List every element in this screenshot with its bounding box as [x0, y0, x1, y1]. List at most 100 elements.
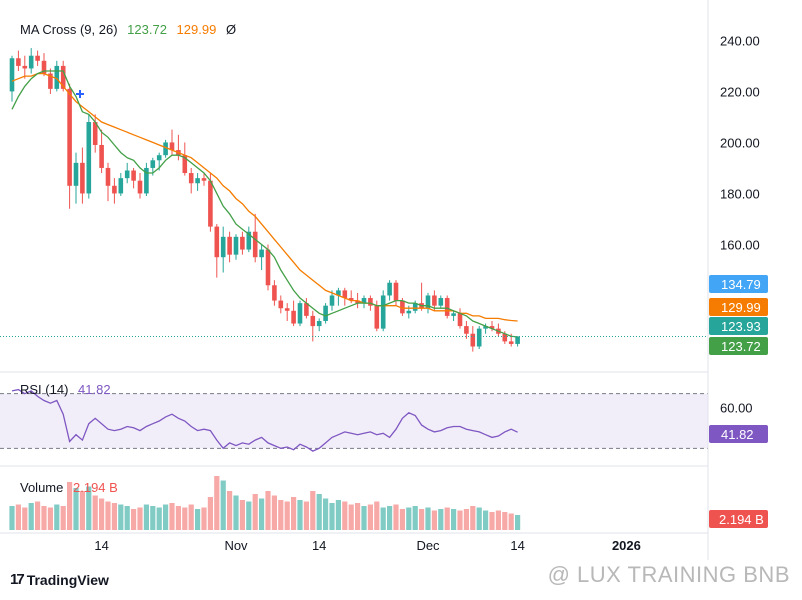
time-tick-label: Dec: [416, 538, 440, 553]
volume-bar: [15, 504, 21, 530]
volume-bar: [284, 501, 290, 530]
candle-body: [316, 320, 322, 327]
price-tick-label: 240.00: [720, 33, 760, 48]
rsi-legend[interactable]: RSI (14) 41.82: [20, 382, 117, 397]
volume-bar: [195, 509, 201, 530]
candle-body: [278, 300, 284, 309]
volume-pane: [9, 476, 521, 530]
candle-body: [310, 315, 316, 327]
rsi-label: RSI (14): [20, 382, 69, 397]
candle-body: [54, 65, 60, 89]
rsi-value-tag: [709, 425, 768, 443]
candle-body: [304, 303, 309, 316]
candle-body: [137, 180, 143, 194]
candle-body: [240, 236, 245, 250]
volume-bar: [425, 507, 431, 530]
volume-bar: [60, 506, 66, 530]
volume-bar: [431, 510, 437, 530]
volume-bar: [265, 491, 271, 530]
tradingview-logo-icon: 17: [10, 571, 25, 588]
volume-bar: [271, 495, 277, 530]
candle-body: [41, 60, 47, 74]
ma-cross-legend[interactable]: MA Cross (9, 26) 123.72 129.99 Ø: [20, 22, 242, 37]
volume-bar: [111, 503, 117, 530]
volume-value-tag: [709, 510, 768, 528]
volume-bar: [143, 504, 149, 530]
candle-body: [195, 178, 200, 184]
volume-bar: [303, 501, 309, 530]
volume-bar: [28, 503, 34, 530]
volume-bar: [9, 506, 15, 530]
volume-bar: [137, 507, 143, 530]
candle-body: [214, 226, 220, 258]
volume-bar: [124, 506, 130, 530]
volume-bar: [502, 512, 508, 530]
candle-body: [220, 236, 226, 258]
candle-body: [323, 305, 328, 321]
candle-body: [201, 178, 207, 181]
volume-bar: [380, 507, 386, 530]
volume-bar: [246, 501, 252, 530]
time-tick-label: 14: [510, 538, 524, 553]
rsi-line: [11, 388, 518, 452]
volume-bar: [399, 509, 405, 530]
price-tick-label: 160.00: [720, 237, 760, 252]
volume-bar: [22, 507, 28, 530]
candle-body: [60, 65, 66, 89]
volume-bar: [227, 491, 233, 530]
volume-bar: [214, 476, 220, 530]
candle-body: [412, 303, 418, 311]
candle-body: [246, 231, 252, 250]
candle-body: [489, 326, 495, 329]
volume-bar: [508, 513, 514, 530]
tradingview-brand[interactable]: 17 TradingView: [10, 571, 109, 588]
ma-fast-value: 123.72: [127, 22, 167, 37]
candle-body: [92, 122, 98, 145]
time-tick-label: 14: [312, 538, 326, 553]
candle-body: [252, 231, 258, 258]
volume-bar: [188, 504, 194, 530]
axes: 240.00 220.00 200.00 180.00 160.00 134.79 129.…: [0, 0, 768, 560]
volume-bar: [67, 482, 73, 530]
volume-legend[interactable]: Volume 2.194 B: [20, 480, 124, 495]
volume-bar: [252, 494, 258, 530]
volume-bar: [118, 504, 124, 530]
rsi-value-tag-label: 41.82: [721, 427, 754, 442]
rsi-pane: [0, 388, 708, 452]
volume-bar: [150, 506, 156, 530]
volume-bar: [47, 507, 53, 530]
candle-body: [393, 282, 399, 301]
volume-bar: [335, 500, 341, 530]
volume-bar: [476, 507, 482, 530]
candle-body: [329, 295, 335, 306]
candle-body: [80, 162, 85, 194]
volume-bar: [342, 501, 348, 530]
volume-bar: [297, 500, 303, 530]
candle-body: [348, 298, 354, 301]
candle-body: [265, 249, 271, 286]
candle-body: [16, 58, 21, 66]
candle-body: [284, 308, 290, 311]
volume-bar: [73, 488, 79, 530]
candle-body: [476, 328, 482, 347]
candle-body: [464, 326, 469, 334]
volume-bar: [99, 498, 105, 530]
volume-bar: [470, 506, 476, 530]
volume-bar: [495, 510, 501, 530]
price-pane: [0, 48, 708, 352]
candle-body: [336, 290, 341, 296]
volume-bar: [457, 510, 463, 530]
price-tick-label: 220.00: [720, 84, 760, 99]
candle-body: [387, 282, 392, 296]
candle-body: [361, 298, 367, 304]
volume-bar: [41, 506, 47, 530]
volume-bar: [355, 503, 361, 530]
candle-body: [150, 160, 156, 168]
volume-bar: [406, 507, 412, 530]
volume-bar: [361, 506, 367, 530]
rsi-band: [0, 393, 708, 449]
volume-bar: [348, 504, 354, 530]
candle-body: [444, 298, 450, 316]
volume-bar: [329, 503, 335, 530]
